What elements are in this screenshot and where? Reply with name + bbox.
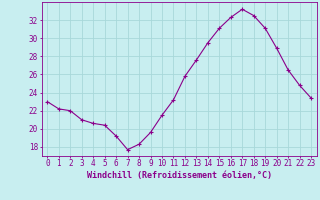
X-axis label: Windchill (Refroidissement éolien,°C): Windchill (Refroidissement éolien,°C): [87, 171, 272, 180]
